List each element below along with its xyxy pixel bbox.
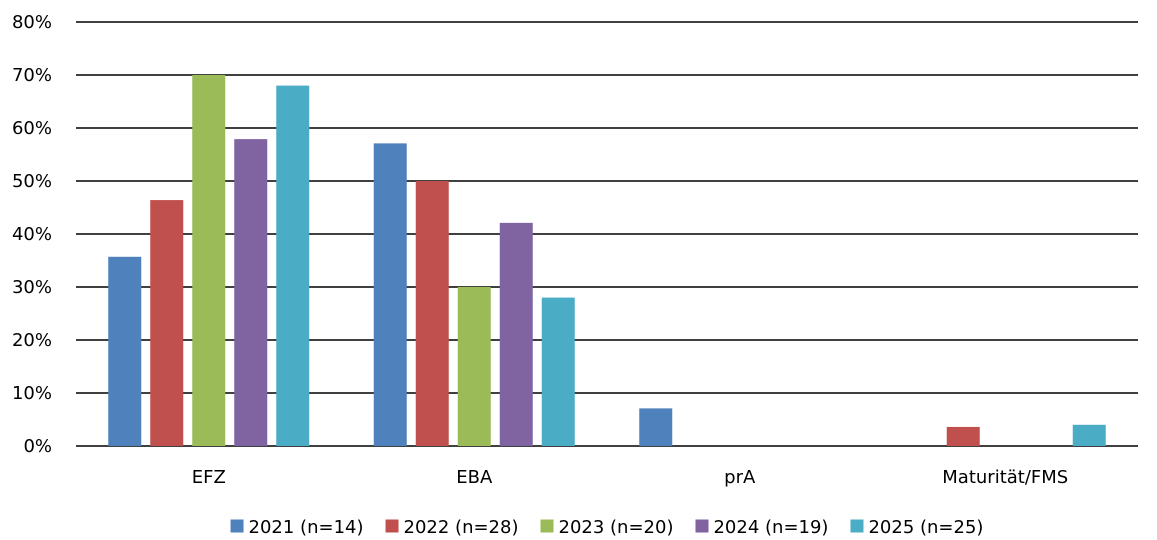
x-axis-categories: EFZ EBA prA Maturität/FMS <box>192 467 1069 488</box>
legend-label: 2021 (n=14) <box>249 517 364 538</box>
x-category-label: prA <box>724 467 756 488</box>
x-category-label: Maturität/FMS <box>942 467 1068 488</box>
y-tick-label: 70% <box>12 65 52 86</box>
legend-swatch <box>230 519 244 533</box>
x-category-label: EBA <box>456 467 493 488</box>
y-tick-label: 80% <box>12 12 52 33</box>
legend: 2021 (n=14) 2022 (n=28) 2023 (n=20) 2024 (n… <box>230 517 983 538</box>
bar <box>150 200 184 446</box>
legend-swatch <box>850 519 864 533</box>
legend-swatch <box>385 519 399 533</box>
y-tick-label: 50% <box>12 171 52 192</box>
y-tick-label: 0% <box>23 436 52 457</box>
legend-label: 2022 (n=28) <box>404 517 519 538</box>
bars <box>108 75 1106 446</box>
bar <box>234 139 268 446</box>
bar <box>499 222 533 446</box>
bar <box>457 287 491 446</box>
bar <box>639 408 673 446</box>
bar <box>415 181 449 446</box>
legend-swatch <box>540 519 554 533</box>
y-tick-label: 60% <box>12 118 52 139</box>
y-tick-label: 10% <box>12 383 52 404</box>
legend-label: 2025 (n=25) <box>868 517 983 538</box>
bar <box>373 143 407 446</box>
y-axis-ticks: 0% 10% 20% 30% 40% 50% 60% 70% 80% <box>12 12 52 457</box>
y-tick-label: 20% <box>12 330 52 351</box>
bar <box>1072 424 1106 446</box>
bar <box>276 85 310 446</box>
legend-swatch <box>695 519 709 533</box>
bar <box>541 297 575 446</box>
bar <box>946 426 980 446</box>
bar <box>108 256 142 446</box>
bar <box>192 75 226 446</box>
x-category-label: EFZ <box>192 467 226 488</box>
legend-label: 2024 (n=19) <box>713 517 828 538</box>
legend-label: 2023 (n=20) <box>559 517 674 538</box>
y-tick-label: 40% <box>12 224 52 245</box>
y-tick-label: 30% <box>12 277 52 298</box>
